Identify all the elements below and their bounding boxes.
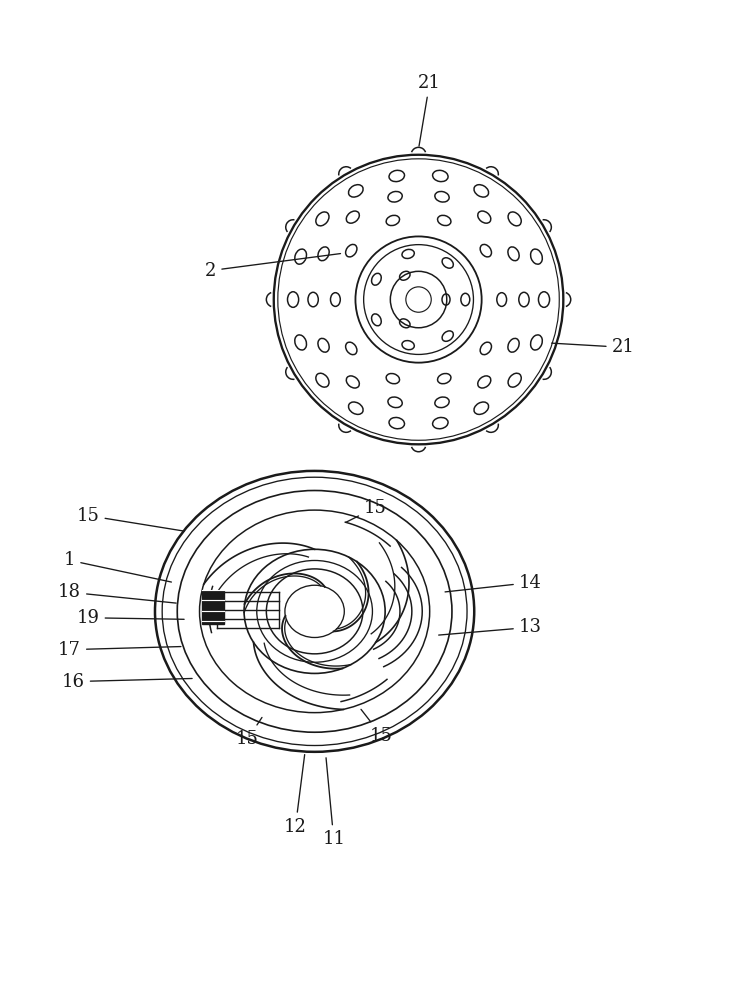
Text: 17: 17: [58, 641, 181, 659]
Text: 15: 15: [361, 709, 393, 745]
Text: 1: 1: [64, 551, 171, 582]
Text: 15: 15: [346, 499, 387, 522]
Text: 21: 21: [551, 338, 634, 356]
Text: 14: 14: [445, 574, 542, 592]
Text: 16: 16: [62, 673, 192, 691]
Text: 15: 15: [236, 717, 262, 748]
Text: 19: 19: [76, 609, 184, 627]
Text: 15: 15: [77, 507, 184, 531]
Text: 11: 11: [322, 758, 346, 848]
Text: 18: 18: [58, 583, 177, 603]
Bar: [202, 591, 224, 624]
Text: 12: 12: [284, 755, 307, 836]
Text: 2: 2: [205, 254, 340, 280]
Text: 13: 13: [438, 618, 542, 636]
Text: 21: 21: [418, 74, 441, 146]
